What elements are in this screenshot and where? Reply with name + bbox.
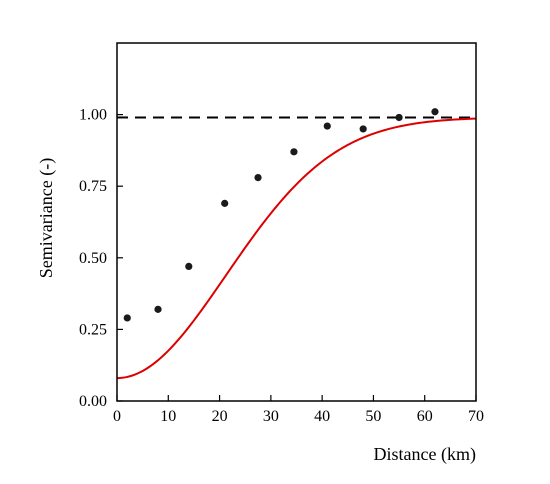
x-tick-label: 30: [263, 408, 279, 425]
y-tick-label: 0.25: [79, 321, 107, 338]
x-tick-label: 10: [160, 408, 176, 425]
y-tick-label: 0.00: [79, 393, 107, 410]
data-point: [123, 314, 131, 322]
data-point: [254, 174, 262, 182]
x-tick-label: 50: [365, 408, 381, 425]
x-axis-title: Distance (km): [374, 444, 476, 465]
x-tick-label: 0: [113, 408, 121, 425]
x-tick-label: 70: [468, 408, 484, 425]
data-point: [395, 113, 403, 122]
x-tick-labels: 0 10 20 30 40 50 60 70: [113, 408, 484, 425]
fit-curve: [116, 117, 477, 380]
x-tick-label: 40: [314, 408, 330, 425]
y-tick-label: 1.00: [79, 107, 107, 124]
axis-ticks: [116, 113, 477, 402]
data-point: [154, 305, 162, 313]
data-point: [431, 108, 439, 116]
data-point: [359, 125, 367, 133]
y-tick-label: 0.50: [79, 250, 107, 267]
data-point: [290, 148, 298, 156]
x-tick-label: 20: [212, 408, 228, 425]
y-axis-title: Semivariance (-): [36, 158, 57, 278]
y-tick-label: 0.75: [79, 178, 107, 195]
x-tick-label: 60: [417, 408, 433, 425]
data-point: [323, 122, 331, 130]
data-point: [185, 262, 193, 270]
plot-frame: [116, 42, 477, 402]
y-tick-labels: 0.00 0.25 0.50 0.75 1.00: [79, 107, 107, 410]
data-points: [123, 108, 439, 322]
data-point: [221, 199, 229, 207]
